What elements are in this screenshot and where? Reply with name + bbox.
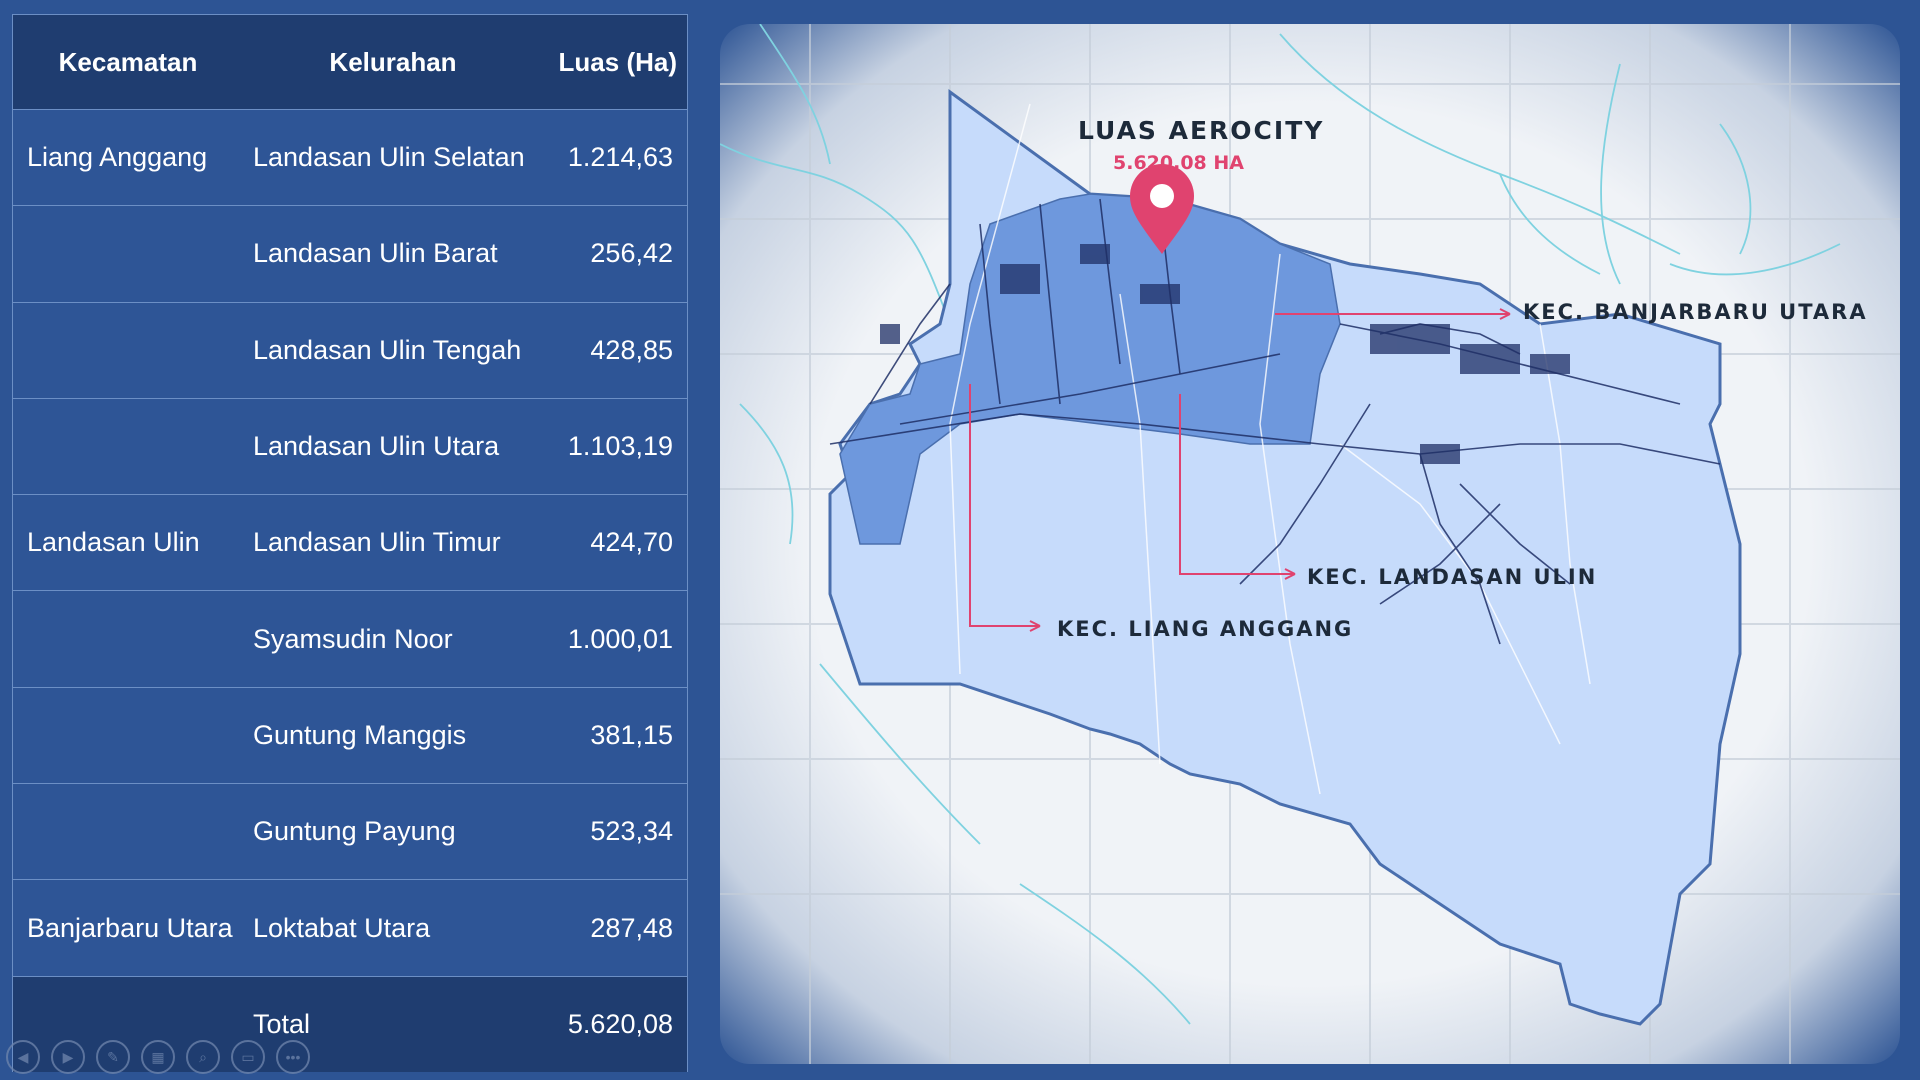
location-pin-icon — [1130, 164, 1194, 254]
total-value: 5.620,08 — [567, 1008, 673, 1039]
cell-kelurahan: Guntung Payung — [253, 816, 456, 847]
cell-kelurahan: Loktabat Utara — [253, 912, 431, 943]
cell-kelurahan: Syamsudin Noor — [253, 623, 453, 654]
cell-kecamatan: Banjarbaru Utara — [27, 912, 233, 943]
table-row: Guntung Manggis 381,15 — [13, 686, 687, 784]
cell-luas: 424,70 — [590, 527, 673, 558]
presentation-toolbar: ◀ ▶ ✎ ▦ ⌕ ▭ ••• — [6, 1040, 310, 1074]
more-icon[interactable]: ••• — [276, 1040, 310, 1074]
label-liang-anggang: KEC. LIANG ANGGANG — [1057, 617, 1354, 641]
cell-luas: 287,48 — [590, 912, 673, 943]
area-table: Kecamatan Kelurahan Luas (Ha) Liang Angg… — [12, 14, 688, 1072]
table-row: Landasan Ulin Utara 1.103,19 — [13, 397, 687, 495]
table-row: Syamsudin Noor 1.000,01 — [13, 590, 687, 687]
subtitle-icon[interactable]: ▭ — [231, 1040, 265, 1074]
table-row: Landasan Ulin Tengah 428,85 — [13, 301, 687, 398]
next-icon[interactable]: ▶ — [51, 1040, 85, 1074]
table-row: Landasan Ulin Landasan Ulin Timur 424,70 — [13, 494, 687, 591]
header-kecamatan: Kecamatan — [58, 46, 198, 77]
total-label: Total — [253, 1008, 311, 1039]
cell-kelurahan: Landasan Ulin Tengah — [253, 334, 522, 365]
table-row: Liang Anggang Landasan Ulin Selatan 1.21… — [13, 109, 687, 206]
label-landasan-ulin: KEC. LANDASAN ULIN — [1307, 565, 1598, 589]
aerocity-core — [839, 193, 1341, 545]
map-frame: LUAS AEROCITY 5.620,08 HA KEC. BANJARBAR… — [720, 24, 1900, 1064]
aerocity-map: LUAS AEROCITY 5.620,08 HA KEC. BANJARBAR… — [720, 24, 1900, 1064]
table-header: Kecamatan Kelurahan Luas (Ha) — [13, 14, 687, 109]
cell-luas: 1.103,19 — [567, 431, 673, 462]
table-row: Guntung Payung 523,34 — [13, 783, 687, 880]
settlements — [880, 244, 1570, 464]
district-borders — [949, 103, 1591, 795]
cell-luas: 1.000,01 — [567, 623, 673, 654]
label-banjarbaru-utara: KEC. BANJARBARU UTARA — [1523, 300, 1868, 324]
slides-icon[interactable]: ▦ — [141, 1040, 175, 1074]
cell-kelurahan: Landasan Ulin Barat — [253, 238, 498, 269]
header-luas: Luas (Ha) — [558, 46, 677, 77]
cell-kelurahan: Landasan Ulin Utara — [253, 431, 500, 462]
cell-luas: 523,34 — [590, 816, 673, 847]
cell-kecamatan: Liang Anggang — [27, 142, 208, 173]
map-title: LUAS AEROCITY — [1078, 116, 1325, 145]
table-row: Landasan Ulin Barat 256,42 — [13, 205, 687, 302]
map-total-area: 5.620,08 HA — [1113, 152, 1244, 174]
cell-kelurahan: Landasan Ulin Selatan — [253, 142, 525, 173]
map-svg — [720, 24, 1900, 1064]
cell-kelurahan: Guntung Manggis — [253, 719, 467, 750]
table-row: Banjarbaru Utara Loktabat Utara 287,48 — [13, 879, 687, 976]
cell-luas: 428,85 — [590, 334, 673, 365]
cell-kelurahan: Landasan Ulin Timur — [253, 527, 501, 558]
pen-icon[interactable]: ✎ — [96, 1040, 130, 1074]
cell-kecamatan: Landasan Ulin — [27, 527, 200, 558]
previous-icon[interactable]: ◀ — [6, 1040, 40, 1074]
cell-luas: 256,42 — [590, 238, 673, 269]
cell-luas: 381,15 — [590, 719, 673, 750]
header-kelurahan: Kelurahan — [329, 46, 457, 77]
callout-lines — [969, 308, 1511, 632]
zoom-icon[interactable]: ⌕ — [186, 1040, 220, 1074]
cell-luas: 1.214,63 — [567, 142, 673, 173]
